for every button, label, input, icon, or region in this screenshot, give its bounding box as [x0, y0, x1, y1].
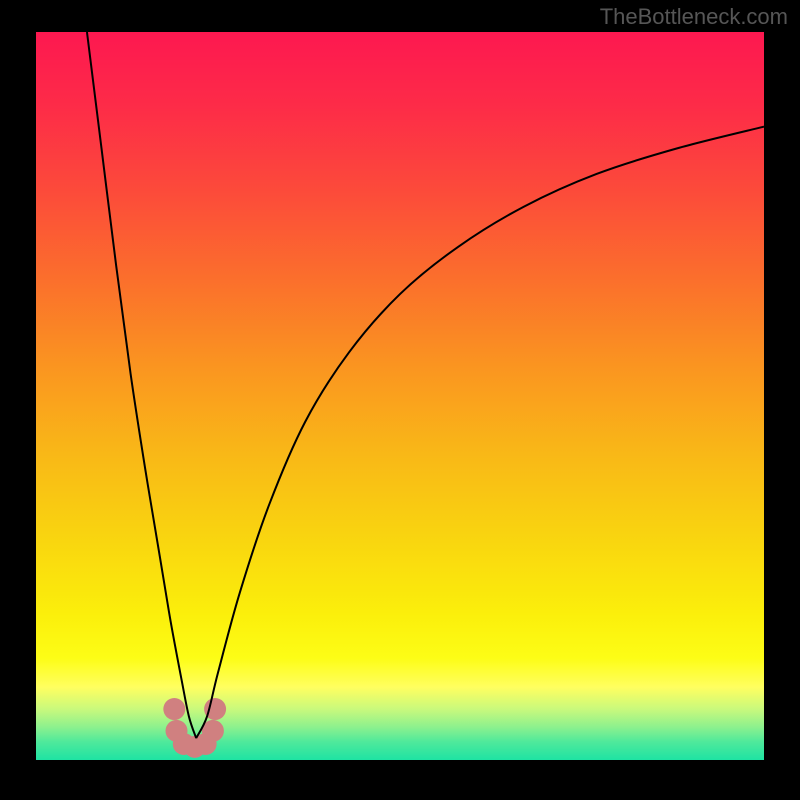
gradient-background — [36, 32, 764, 760]
highlight-marker — [163, 698, 185, 720]
watermark-text: TheBottleneck.com — [600, 4, 788, 30]
chart-frame: TheBottleneck.com — [0, 0, 800, 800]
bottleneck-chart — [0, 0, 800, 800]
